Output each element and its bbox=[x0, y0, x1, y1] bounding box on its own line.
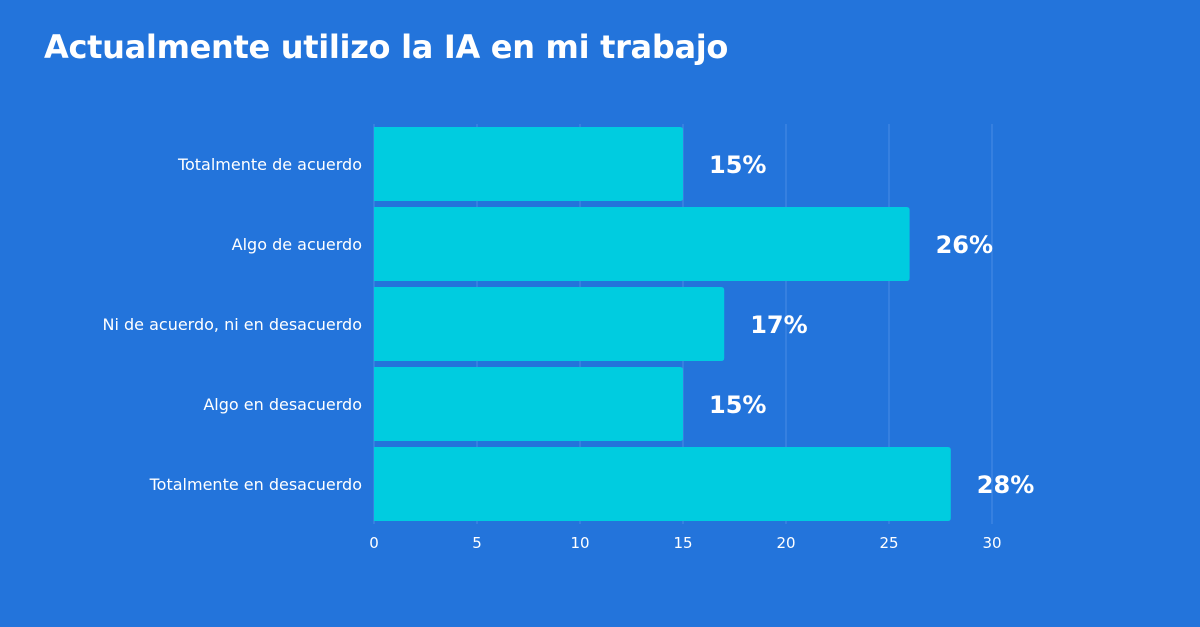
x-axis-ticks: 0 5 10 15 20 25 30 bbox=[369, 534, 1001, 552]
category-label: Totalmente en desacuerdo bbox=[149, 475, 362, 494]
bar bbox=[374, 367, 683, 441]
x-tick-label: 15 bbox=[673, 534, 692, 552]
x-tick-label: 0 bbox=[369, 534, 379, 552]
bar-value-label: 17% bbox=[750, 311, 807, 339]
value-labels: 15% 26% 17% 15% 28% bbox=[709, 151, 1034, 499]
bar bbox=[374, 287, 725, 361]
x-tick-label: 10 bbox=[570, 534, 589, 552]
chart-title: Actualmente utilizo la IA en mi trabajo bbox=[44, 28, 729, 66]
x-tick-label: 5 bbox=[472, 534, 482, 552]
category-label: Totalmente de acuerdo bbox=[177, 155, 362, 174]
bar-value-label: 28% bbox=[977, 471, 1034, 499]
bar bbox=[374, 207, 910, 281]
category-label: Algo en desacuerdo bbox=[203, 395, 362, 414]
bar bbox=[374, 127, 683, 201]
x-tick-label: 30 bbox=[982, 534, 1001, 552]
category-label: Algo de acuerdo bbox=[232, 235, 362, 254]
x-tick-label: 20 bbox=[776, 534, 795, 552]
category-labels: Totalmente de acuerdo Algo de acuerdo Ni d… bbox=[103, 155, 363, 494]
bar-value-label: 15% bbox=[709, 151, 766, 179]
bars bbox=[374, 127, 951, 521]
bar-value-label: 15% bbox=[709, 391, 766, 419]
x-tick-label: 25 bbox=[879, 534, 898, 552]
category-label: Ni de acuerdo, ni en desacuerdo bbox=[103, 315, 363, 334]
bar bbox=[374, 447, 951, 521]
bar-value-label: 26% bbox=[936, 231, 993, 259]
